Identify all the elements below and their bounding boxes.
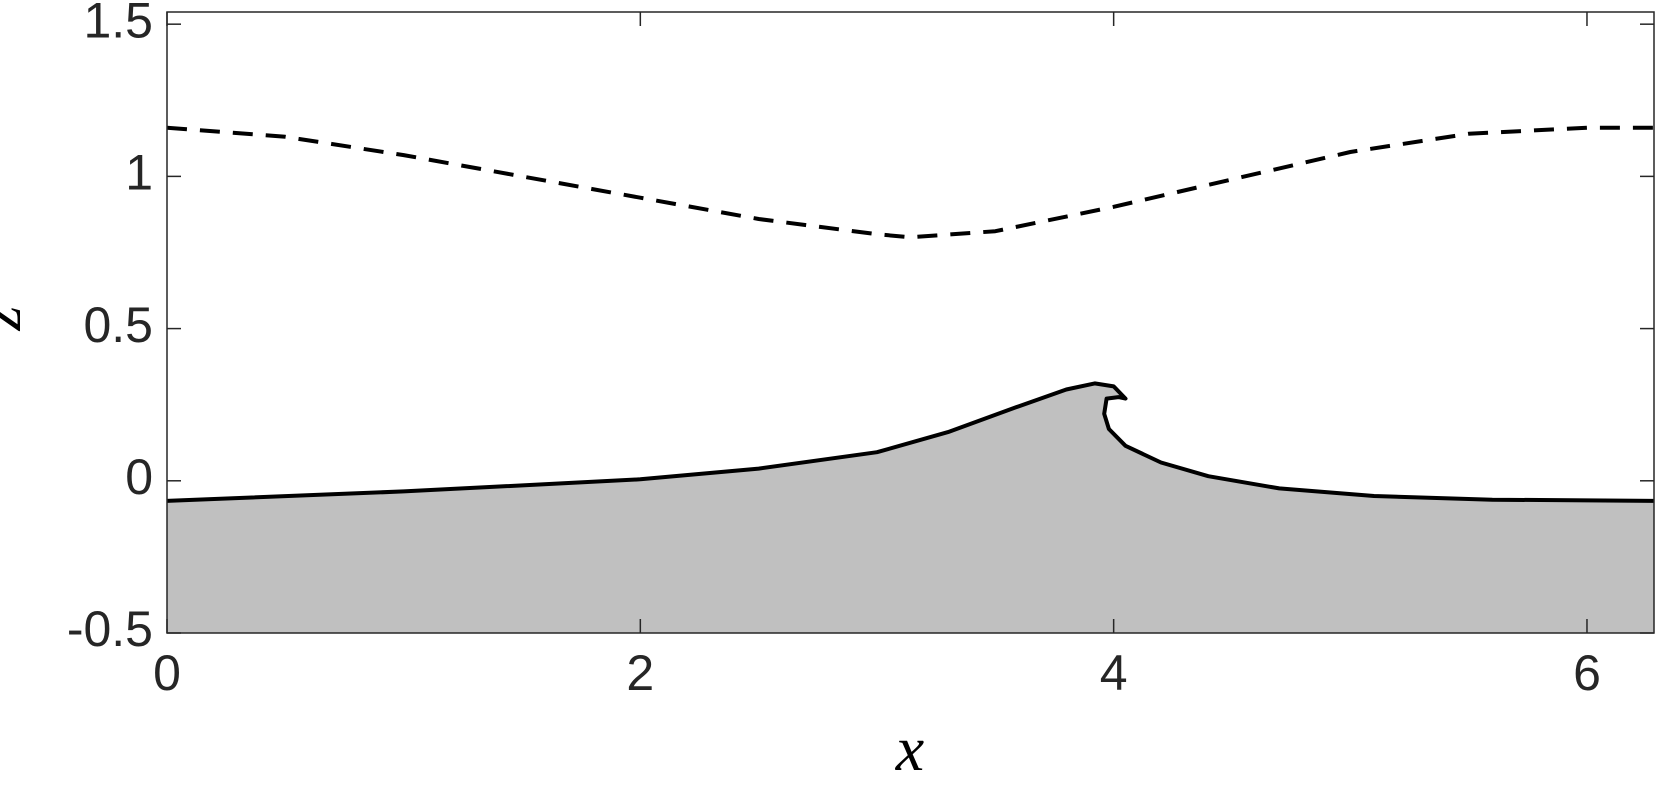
x-axis-label: x — [895, 713, 924, 784]
y-tick-label: 0 — [125, 449, 153, 505]
x-tick-label: 6 — [1573, 645, 1601, 701]
y-tick-label: 0.5 — [83, 297, 153, 353]
area — [167, 383, 1654, 633]
line — [166, 381, 1655, 503]
y-tick-label: -0.5 — [67, 601, 153, 657]
y-tick-label: 1.5 — [83, 0, 153, 48]
x-tick-label: 4 — [1100, 645, 1128, 701]
plot-frame — [166, 11, 1655, 634]
y-tick-label: 1 — [125, 145, 153, 201]
x-tick-label: 0 — [153, 645, 181, 701]
dashed-line — [166, 125, 1654, 240]
y-axis-label: z — [0, 305, 34, 331]
x-tick-label: 2 — [626, 645, 654, 701]
